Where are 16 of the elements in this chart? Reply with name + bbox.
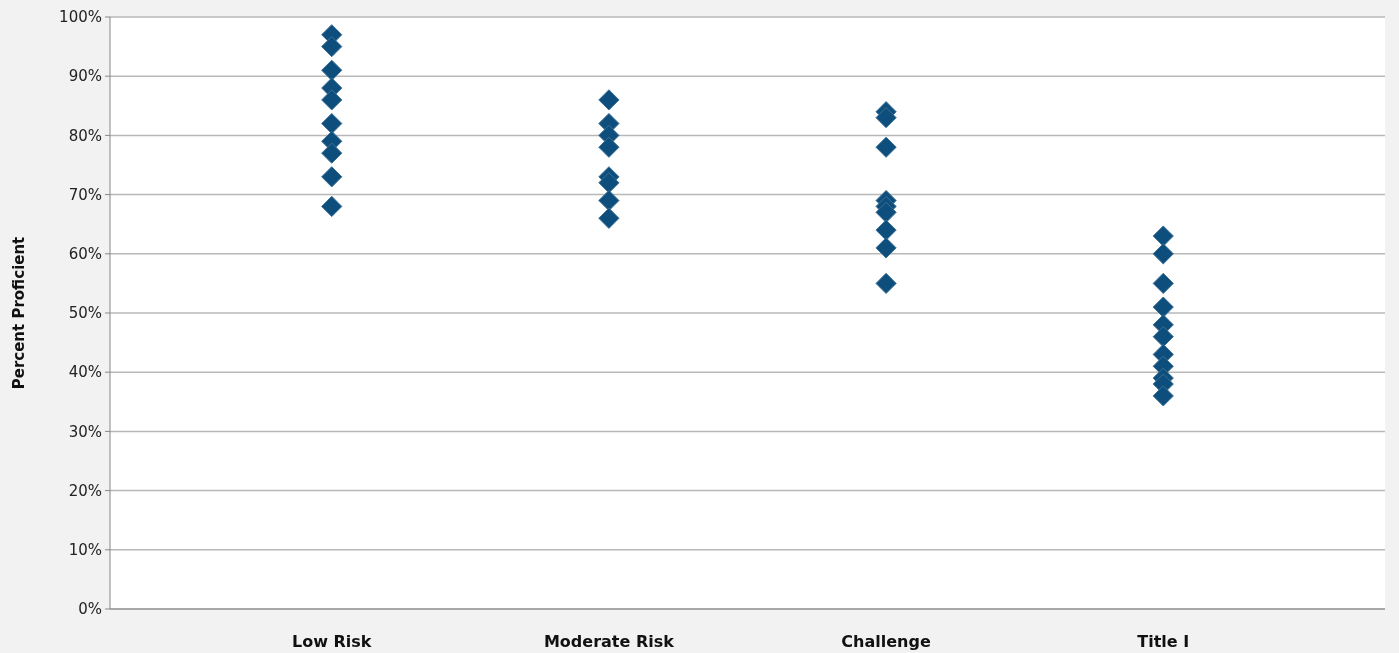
y-tick-label: 100%	[59, 8, 102, 27]
y-tick-label: 40%	[68, 363, 102, 382]
y-tick-label: 10%	[68, 541, 102, 560]
y-tick-label: 80%	[68, 126, 102, 145]
x-tick-label: Title I	[1137, 632, 1190, 651]
y-tick-label: 90%	[68, 67, 102, 86]
y-tick-label: 20%	[68, 481, 102, 500]
y-tick-label: 70%	[68, 185, 102, 204]
x-tick-label: Moderate Risk	[543, 632, 675, 651]
x-tick-label: Challenge	[841, 632, 931, 651]
y-tick-label: 50%	[68, 304, 102, 323]
y-tick-label: 0%	[78, 600, 102, 619]
y-axis-title: Percent Proficient	[10, 236, 28, 390]
x-tick-label: Low Risk	[291, 632, 372, 651]
y-tick-label: 60%	[68, 245, 102, 264]
y-tick-label: 30%	[68, 422, 102, 441]
